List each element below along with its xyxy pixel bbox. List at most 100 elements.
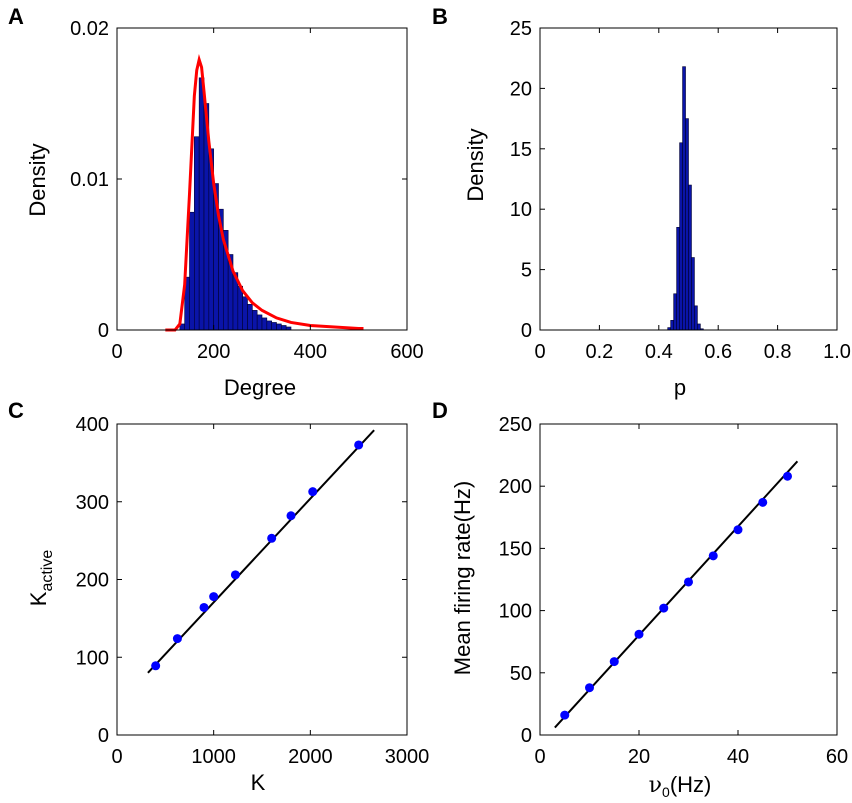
panel-a-histogram-bar (189, 211, 195, 331)
panel-d-data-point (708, 551, 718, 561)
panel-a-histogram-bar (247, 304, 253, 331)
panel-c-axes-box (116, 423, 408, 736)
panel-b-y-tick-label: 5 (521, 260, 532, 282)
panel-d-x-label: ν0(Hz) (649, 772, 712, 800)
panel-d-y-tick-label: 0 (521, 725, 532, 747)
panel-c-x-tick-label: 2000 (288, 746, 333, 768)
panel-b-axes-box (539, 27, 838, 331)
panel-b-histogram-bar (670, 320, 674, 331)
panel-c-x-ticks: 0 1000 2000 3000 (111, 424, 429, 768)
panel-d-data-point (609, 657, 619, 667)
panel-b-y-tick-label: 20 (510, 78, 532, 100)
panel-a-histogram-bar (261, 317, 268, 331)
panel-d-axes-box (539, 423, 838, 736)
panel-a-histogram-bar (198, 77, 205, 331)
panel-a-histogram-bar (266, 320, 272, 331)
panel-b-x-tick-label: 0.2 (585, 341, 613, 363)
panel-a-histogram-bar (252, 310, 258, 331)
panel-c-y-tick-label: 300 (76, 492, 109, 514)
panel-b-x-tick-label: 0.6 (704, 341, 732, 363)
panel-d-data-point (684, 577, 693, 587)
panel-b-x-tick-label: 1.0 (823, 341, 851, 363)
panel-a-x-tick-label: 200 (197, 341, 230, 363)
panel-a-y-ticks: 0 0.01 0.02 (70, 18, 407, 342)
panel-d-y-tick-label: 50 (510, 663, 532, 685)
panel-b-histogram-bar (682, 66, 686, 331)
panel-d-data-point (560, 710, 570, 720)
panel-b-histogram-bars (667, 66, 704, 331)
panel-a-histogram-bars (179, 77, 292, 331)
panel-b-letter: B (432, 4, 448, 29)
panel-d-x-label-greek: ν (649, 773, 662, 798)
panel-b-histogram-bar (685, 118, 689, 331)
panel-b-y-tick-label: 0 (521, 320, 532, 342)
panel-c-y-label: Kactive (26, 550, 56, 607)
panel-b-y-tick-label: 15 (510, 139, 532, 161)
panel-d-data-point (758, 497, 768, 507)
panel-a-y-tick-label: 0.01 (70, 169, 109, 191)
panel-b-histogram-bar (697, 323, 701, 331)
panel-a-letter: A (8, 4, 24, 29)
panel-d-data-point (783, 471, 792, 481)
panel-c-x-label: K (251, 770, 266, 795)
panel-b-x-tick-label: 0 (534, 341, 545, 363)
panel-b-y-tick-label: 10 (510, 199, 532, 221)
panel-d-y-tick-label: 250 (499, 414, 532, 436)
panel-b-histogram-bar (676, 227, 680, 331)
panel-a-x-ticks: 0 200 400 600 (111, 28, 424, 363)
panel-d-y-tick-label: 200 (499, 476, 532, 498)
panel-c-data-point (172, 634, 182, 644)
panel-c-data-point (151, 661, 161, 671)
panel-c-y-label-main: K (26, 591, 51, 606)
panel-d-y-tick-label: 100 (499, 601, 532, 623)
panel-c-letter: C (8, 398, 24, 423)
panel-c-y-tick-label: 200 (76, 570, 109, 592)
panel-a-y-tick-label: 0.02 (70, 18, 109, 40)
panel-a-y-label: Density (25, 143, 50, 216)
panel-d-x-tick-label: 60 (826, 746, 848, 768)
panel-d-y-ticks: 0 50 100 150 200 250 (499, 414, 837, 747)
panel-a-x-tick-label: 0 (111, 341, 122, 363)
panel-c-y-tick-label: 400 (76, 414, 109, 436)
panel-d-x-tick-label: 40 (727, 746, 749, 768)
panel-c-y-ticks: 0 100 200 300 400 (76, 414, 407, 747)
panel-c-data-point (230, 570, 240, 580)
panel-b-histogram-bar (694, 305, 698, 331)
panel-a-x-label: Degree (224, 375, 296, 400)
panel-b-x-tick-label: 0.4 (645, 341, 673, 363)
panel-a-axes-box (116, 27, 408, 331)
panel-c: C 0 1000 2000 3000 0 100 200 300 400 K Kactive (8, 398, 429, 795)
panel-b-y-label: Density (463, 128, 488, 201)
panel-a-y-tick-label: 0 (98, 320, 109, 342)
panel-a-x-tick-label: 600 (390, 341, 423, 363)
panel-b-y-tick-label: 25 (510, 18, 532, 40)
panel-a-histogram-bar (194, 136, 200, 331)
panel-a-histogram-bar (276, 323, 282, 331)
panel-a-histogram-bar (271, 322, 277, 331)
panel-d-y-label: Mean firing rate(Hz) (450, 481, 475, 675)
panel-a-histogram-bar (242, 296, 248, 331)
panel-c-x-tick-label: 1000 (191, 746, 236, 768)
panel-b-y-ticks: 0 5 10 15 20 25 (510, 18, 837, 342)
panel-c-data-point (199, 602, 209, 612)
panel-c-x-tick-label: 3000 (385, 746, 430, 768)
panel-b-x-label: p (674, 375, 686, 400)
panel-b-x-tick-label: 0.8 (764, 341, 792, 363)
panel-a-fit-curve (165, 54, 364, 332)
panel-a-histogram-bar (256, 314, 263, 331)
panel-d-fit-line (554, 460, 799, 729)
panel-b-histogram-bar (679, 142, 683, 331)
panel-c-data-point (286, 511, 296, 521)
panel-c-fit-line (147, 429, 375, 674)
panel-b: B 0 0.2 0.4 0.6 0.8 1.0 0 5 10 15 20 25 p Density (432, 4, 851, 400)
panel-c-y-tick-label: 100 (76, 647, 109, 669)
panel-d-data-point (733, 525, 743, 535)
panel-d-x-label-subscript: 0 (662, 784, 670, 800)
panel-c-points (151, 440, 364, 671)
panel-b-histogram-bar (673, 293, 677, 331)
panel-c-data-point (209, 592, 219, 602)
panel-c-data-point (267, 533, 277, 543)
panel-d-x-tick-label: 0 (534, 746, 545, 768)
